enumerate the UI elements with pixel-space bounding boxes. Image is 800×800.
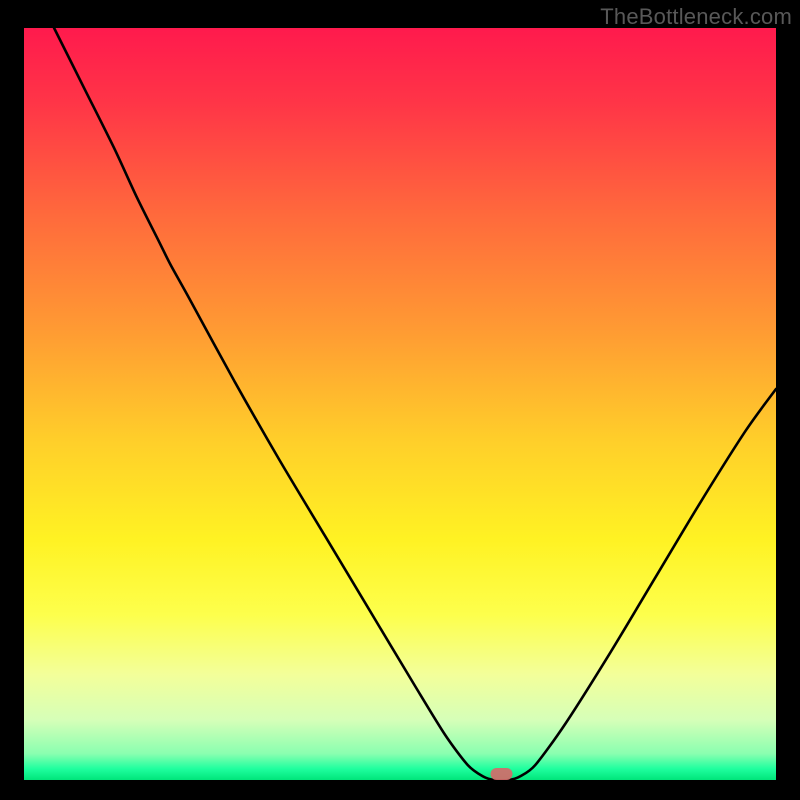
gradient-background xyxy=(24,28,776,780)
chart-frame: TheBottleneck.com xyxy=(0,0,800,800)
optimal-marker xyxy=(491,768,513,780)
watermark-text: TheBottleneck.com xyxy=(600,4,792,30)
bottleneck-chart xyxy=(0,0,800,800)
